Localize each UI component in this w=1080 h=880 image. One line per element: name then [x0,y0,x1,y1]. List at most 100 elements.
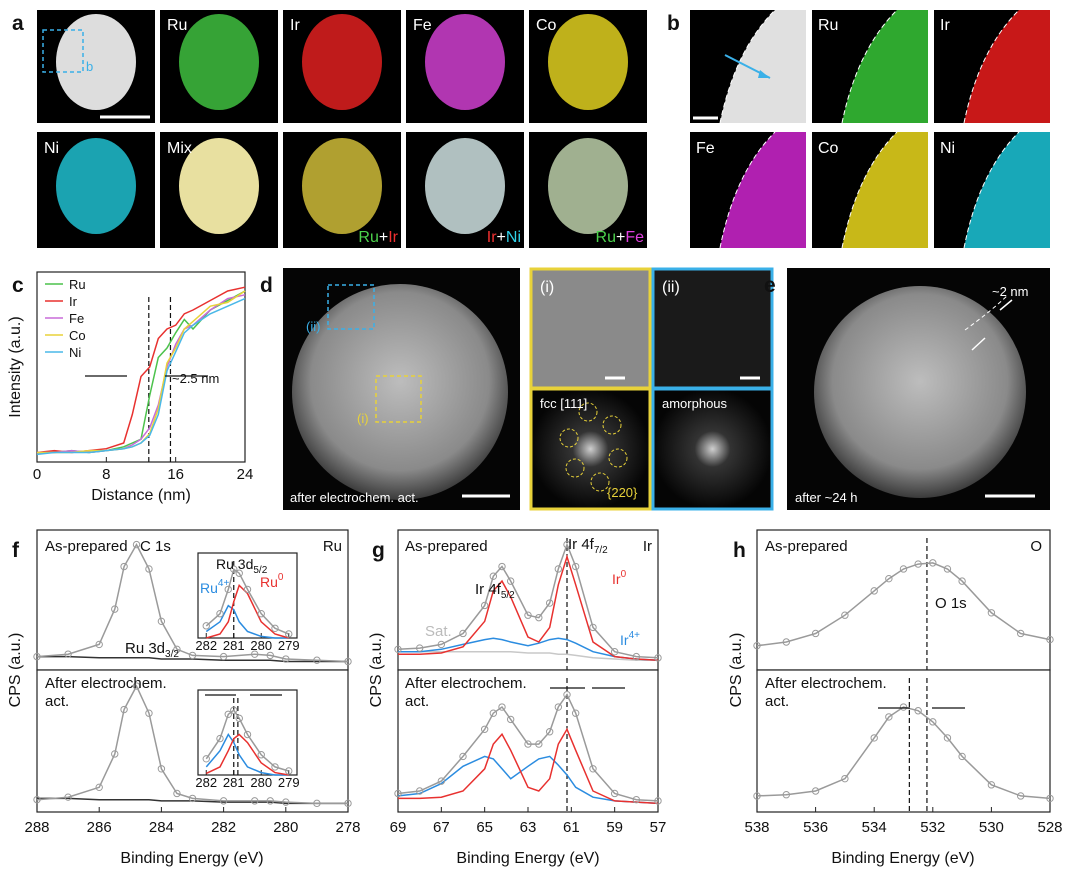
series-line [397,542,659,659]
data-point [929,559,937,567]
x-tick-label: 69 [390,819,407,836]
data-point [489,572,498,580]
data-point [632,795,641,804]
series-line [756,706,1051,800]
inset-title: Ru 3d5/2 [216,556,268,576]
mix-part: Ir [487,229,497,246]
panel-label: c [12,274,24,297]
data-point [266,651,274,660]
data-point [216,610,224,618]
data-point [235,569,243,577]
x-tick-label: 282 [211,819,236,836]
data-point [459,629,467,638]
x-tick-label: 280 [273,819,298,836]
tile-label: Ru [167,17,187,34]
tile-label: Fe [696,140,715,157]
data-point [459,752,467,761]
component-label: Ir0 [612,569,627,587]
tile-label: Ir [290,17,300,34]
inset-label: fcc [111] [540,396,587,411]
data-point [132,682,141,690]
data-point [1017,629,1025,638]
legend-label: Fe [69,311,84,326]
data-point [524,740,532,748]
x-axis-label: Binding Energy (eV) [831,850,974,867]
data-point [535,740,543,748]
data-point [257,610,265,618]
data-point [95,783,103,792]
peak-label: C 1s [140,538,171,555]
mix-part: + [616,229,625,246]
box-label: (ii) [306,319,320,334]
mix-label: Ru+Ir [358,229,398,246]
series-line [205,709,289,772]
data-point [111,605,119,613]
panel-b-images [690,9,1050,249]
y-axis-label: CPS (a.u.) [368,633,385,708]
data-point [437,777,446,785]
data-point [188,794,197,803]
data-point [914,560,922,568]
data-point [589,765,597,773]
data-point [554,703,563,711]
panel-label: d [260,274,273,297]
mix-part: Ni [506,229,521,246]
inset-frame [197,552,298,639]
x-tick-label: 532 [920,819,945,836]
data-point [120,562,128,571]
data-point [173,789,181,798]
inset-label: (ii) [662,279,680,296]
tile-label: Co [536,17,557,34]
data-point [230,706,238,714]
data-point [914,707,922,715]
data-point [271,763,279,771]
data-point [285,630,293,638]
element-label: Ru [323,538,342,555]
component-label: Ru0 [260,572,284,590]
data-point [958,752,966,761]
component-superscript: 4+ [218,578,230,589]
mix-part: Ir [388,229,398,246]
peak-label: Ir 4f5/2 [475,581,515,601]
data-point [64,650,72,658]
panel-label: a [12,12,24,35]
data-point [753,792,761,800]
plot-frame [397,529,659,671]
data-point [899,565,908,573]
data-point [870,734,878,742]
data-point [95,640,103,649]
mix-part: Ru [596,229,616,246]
x-tick-label: 24 [237,466,254,483]
series-line [36,543,349,663]
data-point [943,565,952,573]
data-point [394,789,402,798]
data-point [173,645,181,654]
peak-subscript: 5/2 [253,565,267,576]
legend-label: Ni [69,345,81,360]
legend-label: Co [69,328,86,343]
x-axis-label: Binding Energy (eV) [456,850,599,867]
box-label: b [86,59,93,74]
component-label: Ir4+ [620,630,640,648]
y-axis-label: CPS (a.u.) [728,633,745,708]
data-point [257,751,265,759]
mix-part: Fe [625,229,644,246]
data-point [33,795,41,804]
data-point [987,781,996,789]
x-tick-label: 63 [520,819,537,836]
x-tick-label: 278 [335,819,360,836]
data-point [524,611,532,619]
y-axis-label: CPS (a.u.) [7,633,24,708]
data-point [610,648,619,656]
data-point [216,734,224,743]
x-tick-label: 8 [102,466,110,483]
peak-subscript: 7/2 [594,545,608,556]
peak-label: Ir 4f7/2 [568,536,608,556]
data-point [498,562,506,571]
x-tick-label: 280 [250,638,272,653]
spot-label: {220} [607,485,638,500]
data-point [535,613,543,622]
mix-label: Ir+Ni [487,229,521,246]
data-point [415,644,424,652]
data-point [1046,794,1054,803]
